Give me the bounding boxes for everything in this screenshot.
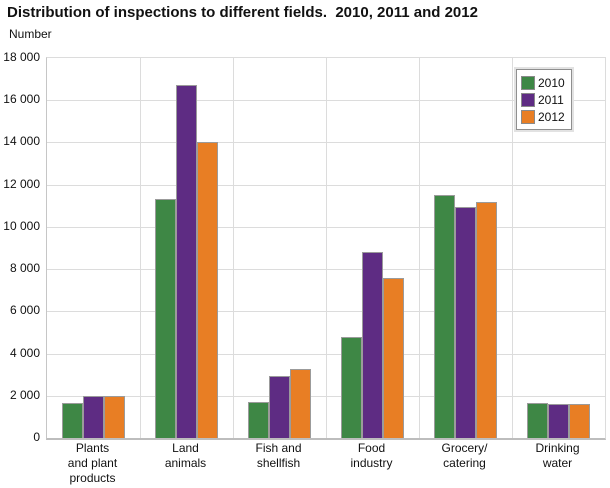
y-tick-label: 8 000 [9,261,40,276]
x-category-label-line: animals [164,456,207,470]
x-category-label-line: catering [443,456,486,470]
y-tick-label: 10 000 [3,218,40,233]
gridline-vertical [512,58,513,438]
y-tick-label: 4 000 [9,345,40,360]
y-axis-tick-labels: 0 2 000 4 000 6 000 8 000 10 000 12 000 14 000 1… [0,50,40,444]
bar-2012 [197,142,218,438]
bar-2010 [248,402,269,438]
y-tick-label: 12 000 [3,176,40,191]
y-tick-label: 18 000 [3,50,40,64]
x-category-label-line: Food [357,441,386,455]
legend-swatch-icon [521,109,535,124]
legend-label: 2011 [538,92,564,107]
bar-2012 [569,404,590,438]
x-category-label-line: industry [350,456,393,470]
legend-swatch-icon [521,75,535,90]
x-category-label-line: Grocery/ [441,441,488,455]
y-tick-label: 6 000 [9,303,40,318]
x-category-label: Land animals [139,441,232,471]
gridline-vertical [419,58,420,438]
gridline-vertical [140,58,141,438]
y-tick-label: 2 000 [9,387,40,402]
x-category-label-line: Land [172,441,199,455]
bar-2010 [155,199,176,438]
y-tick-label: 14 000 [3,134,40,149]
x-category-label-line: products [69,471,116,485]
bar-2011 [548,404,569,438]
bar-2010 [434,195,455,438]
bar-2012 [104,395,125,438]
y-tick-label: 0 [33,430,40,444]
gridline-vertical [233,58,234,438]
x-category-label: Fish and shellfish [232,441,325,471]
bar-2011 [176,85,197,438]
y-tick-label: 16 000 [3,92,40,107]
legend-label: 2012 [538,109,565,124]
x-category-label-line: Fish and [255,441,302,455]
legend-label: 2010 [538,75,565,90]
x-category-label-line: Drinking [535,441,580,455]
x-category-label-line: and plant [67,456,118,470]
bar-2011 [362,252,383,438]
chart-title: Distribution of inspections to different… [7,4,478,21]
x-category-label: Plants and plant products [46,441,139,486]
x-category-label: Food industry [325,441,418,471]
bar-2012 [476,201,497,438]
x-category-label-line: water [542,456,573,470]
bar-2011 [269,375,290,438]
legend-item-2010: 2010 [521,74,565,91]
legend: 2010 2011 2012 [516,69,572,130]
x-category-label-line: Plants [75,441,110,455]
legend-item-2011: 2011 [521,91,565,108]
legend-item-2012: 2012 [521,108,565,125]
x-category-label: Grocery/catering [418,441,511,471]
bar-2011 [83,395,104,438]
bar-2010 [62,403,83,438]
gridline-vertical [326,58,327,438]
bar-2011 [455,206,476,438]
legend-swatch-icon [521,92,535,107]
bar-2012 [383,277,404,438]
bar-2010 [527,403,548,438]
bar-2012 [290,369,311,438]
x-category-label-line: shellfish [256,456,301,470]
x-category-label: Drinking water [511,441,604,471]
plot-area [46,57,606,440]
y-axis-unit-label: Number [9,27,52,41]
bar-2010 [341,336,362,438]
